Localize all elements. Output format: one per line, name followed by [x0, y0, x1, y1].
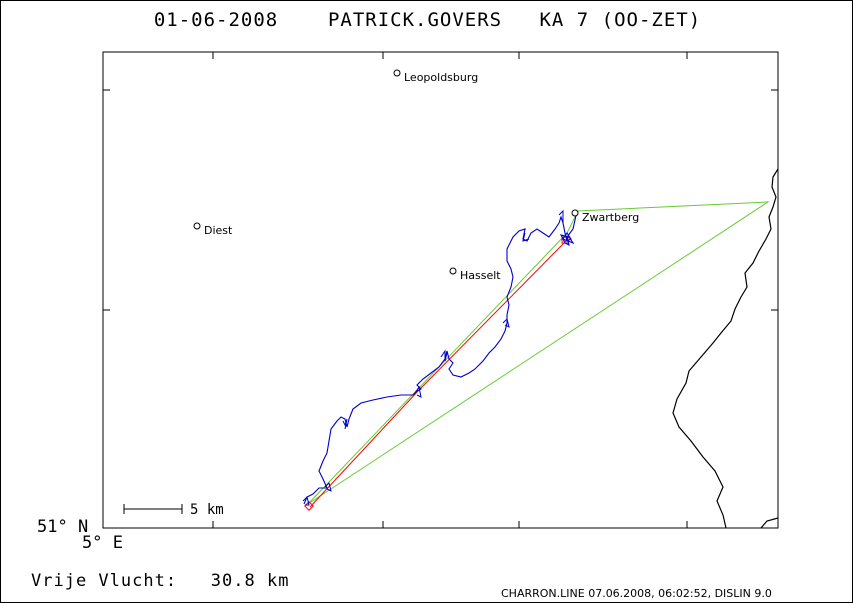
longitude-label: 5° E — [82, 533, 123, 553]
town-zwartberg: Zwartberg — [571, 209, 639, 224]
task-line — [307, 201, 770, 505]
pilot-name: PATRICK.GOVERS — [327, 9, 503, 31]
town-label: Hasselt — [460, 269, 501, 282]
scale-label: 5 km — [190, 502, 224, 518]
town-marker-icon — [193, 222, 201, 230]
town-marker-icon — [449, 267, 457, 275]
thermal-marks — [302, 209, 564, 506]
distance-label: Vrije Vlucht: — [31, 571, 178, 591]
town-marker-icon — [571, 209, 579, 217]
distance-readout: Vrije Vlucht: 30.8 km — [31, 571, 289, 591]
country-border — [672, 168, 779, 529]
page-title: 01-06-2008 PATRICK.GOVERS KA 7 (OO-ZET) — [1, 9, 852, 31]
town-diest: Diest — [193, 222, 233, 237]
town-leopoldsburg: Leopoldsburg — [393, 69, 478, 84]
axis-ticks — [103, 52, 778, 528]
town-marker-icon — [393, 69, 401, 77]
town-hasselt: Hasselt — [449, 267, 501, 282]
latitude-label: 51° N — [37, 517, 89, 537]
flight-track — [303, 210, 578, 505]
town-label: Zwartberg — [582, 211, 639, 224]
town-label: Leopoldsburg — [404, 71, 478, 84]
flight-date: 01-06-2008 — [153, 9, 279, 31]
town-label: Diest — [204, 224, 233, 237]
country-border-corner — [760, 517, 779, 529]
footer-credit: CHARRON.LINE 07.06.2008, 06:02:52, DISLI… — [501, 587, 772, 600]
optimized-line — [309, 239, 568, 508]
distance-value: 30.8 km — [210, 571, 290, 591]
scale-bar: 5 km — [123, 502, 224, 518]
glider-id: KA 7 (OO-ZET) — [539, 9, 702, 31]
start-marker — [304, 501, 314, 511]
map-frame — [102, 51, 779, 529]
